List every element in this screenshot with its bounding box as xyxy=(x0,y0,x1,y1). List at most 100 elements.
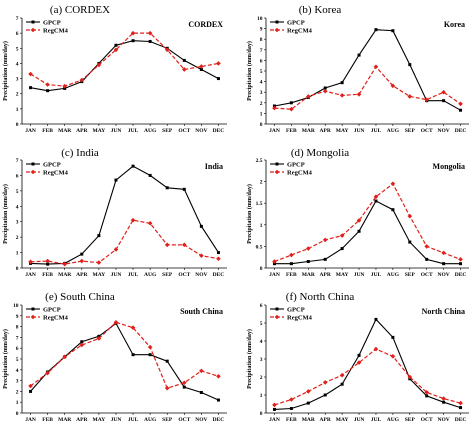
x-tick-label: MAR xyxy=(302,417,316,423)
regcm4-point xyxy=(96,260,102,265)
y-tick-label: 7 xyxy=(260,48,263,54)
y-axis-label: Precipitation (mm/day) xyxy=(246,329,253,389)
y-tick-label: 5 xyxy=(16,357,19,363)
panel-caption: (e) South China xyxy=(45,291,115,303)
y-tick-label: 2 xyxy=(16,92,19,98)
gpcp-point xyxy=(216,77,220,81)
regcm4-point xyxy=(458,400,463,406)
x-tick-label: FEB xyxy=(286,417,297,423)
x-tick-label: JAN xyxy=(25,272,36,278)
gpcp-point xyxy=(29,389,33,393)
regcm4-point xyxy=(272,402,277,408)
regcm4-point xyxy=(356,218,362,223)
x-tick-label: FEB xyxy=(42,128,53,134)
gpcp-point xyxy=(459,406,463,410)
regcm4-point xyxy=(28,259,33,265)
gpcp-point xyxy=(340,81,344,85)
gpcp-point xyxy=(425,394,429,398)
x-tick-label: JUL xyxy=(128,417,139,423)
regcm4-point xyxy=(441,396,446,401)
y-tick-label: 9 xyxy=(16,314,19,320)
regcm4-point xyxy=(181,380,187,386)
legend-gpcp-marker xyxy=(31,307,35,311)
regcm4-point xyxy=(147,220,153,226)
y-axis-label: Precipitation (mm/day) xyxy=(2,41,9,101)
legend-regcm4-marker xyxy=(274,314,280,320)
regcm4-point xyxy=(289,106,294,112)
regcm4-point xyxy=(441,89,446,95)
regcm4-point xyxy=(199,64,204,69)
x-tick-label: MAR xyxy=(58,272,72,278)
panel-caption: (c) India xyxy=(61,147,99,159)
regcm4-point xyxy=(130,30,136,36)
y-tick-label: 4 xyxy=(260,80,263,86)
panel-caption: (b) Korea xyxy=(299,4,342,16)
x-tick-label: NOV xyxy=(195,417,207,423)
x-tick-label: JUN xyxy=(354,417,365,423)
x-tick-label: JAN xyxy=(25,128,36,134)
gpcp-point xyxy=(323,86,327,90)
x-tick-label: JUN xyxy=(354,128,365,134)
gpcp-point xyxy=(408,240,412,244)
gpcp-point xyxy=(306,260,310,264)
x-tick-label: MAY xyxy=(336,128,349,134)
y-tick-label: 8 xyxy=(260,37,263,43)
gpcp-point xyxy=(131,39,135,43)
regcm4-point xyxy=(79,342,85,348)
y-tick-label: 1 xyxy=(16,107,19,113)
regcm4-point xyxy=(339,233,345,238)
regcm4-point xyxy=(164,242,170,248)
regcm4-point xyxy=(305,94,311,99)
y-tick-label: 2 xyxy=(260,375,263,381)
gpcp-point xyxy=(357,353,361,357)
gpcp-line xyxy=(274,200,461,265)
gpcp-point xyxy=(148,353,152,357)
regcm4-point xyxy=(390,83,396,89)
x-tick-label: SEP xyxy=(405,128,416,134)
y-tick-label: 2 xyxy=(16,389,19,395)
gpcp-point xyxy=(182,187,186,191)
gpcp-point xyxy=(459,108,463,112)
gpcp-point xyxy=(148,173,152,177)
gpcp-point xyxy=(374,317,378,321)
gpcp-point xyxy=(289,262,293,266)
gpcp-point xyxy=(216,398,220,402)
x-tick-label: FEB xyxy=(286,128,297,134)
legend-regcm4-label: RegCM4 xyxy=(43,314,69,321)
x-tick-label: OCT xyxy=(421,272,433,278)
x-tick-label: MAR xyxy=(58,417,72,423)
regcm4-point xyxy=(28,71,33,77)
regcm4-point xyxy=(164,385,170,391)
y-tick-label: 7 xyxy=(16,16,19,22)
gpcp-point xyxy=(340,247,344,251)
gpcp-point xyxy=(182,58,186,62)
regcm4-point xyxy=(181,242,187,248)
x-tick-label: AUG xyxy=(387,417,400,423)
regcm4-point xyxy=(339,93,345,98)
y-tick-label: 10 xyxy=(13,303,19,309)
legend-gpcp-label: GPCP xyxy=(43,306,61,313)
y-tick-label: 1.5 xyxy=(256,201,263,207)
x-tick-label: SEP xyxy=(162,272,173,278)
regcm4-point xyxy=(272,259,277,264)
regcm4-line xyxy=(30,321,219,389)
gpcp-line xyxy=(274,29,461,111)
gpcp-point xyxy=(374,199,378,203)
x-tick-label: APR xyxy=(320,272,332,278)
y-tick-label: 5 xyxy=(16,46,19,52)
legend-gpcp-label: GPCP xyxy=(287,19,305,26)
regcm4-line xyxy=(274,348,461,406)
x-tick-label: AUG xyxy=(387,128,400,134)
panel-title: Korea xyxy=(444,20,465,29)
y-tick-label: 5 xyxy=(16,189,19,195)
x-tick-label: MAY xyxy=(93,272,106,278)
gpcp-point xyxy=(391,335,395,339)
gpcp-point xyxy=(46,89,50,93)
gpcp-point xyxy=(442,262,446,266)
y-tick-label: 3 xyxy=(16,220,19,226)
x-tick-label: SEP xyxy=(405,272,416,278)
regcm4-point xyxy=(45,82,50,87)
regcm4-point xyxy=(62,354,68,360)
x-tick-label: JAN xyxy=(269,417,280,423)
gpcp-point xyxy=(182,385,186,389)
